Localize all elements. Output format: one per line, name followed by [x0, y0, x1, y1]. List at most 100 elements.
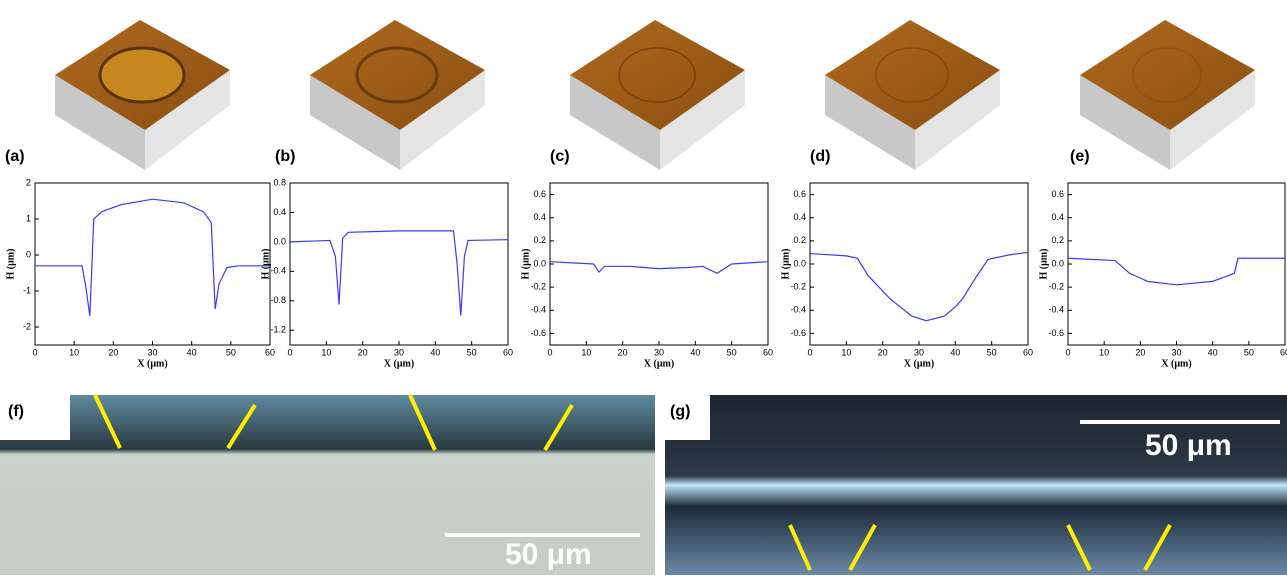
y-axis-label: H (μm) — [780, 249, 791, 280]
y-tick-label: -2 — [23, 321, 31, 331]
x-tick-label: 30 — [1171, 347, 1181, 357]
x-tick-label: 50 — [987, 347, 997, 357]
y-tick-label: 0.4 — [533, 212, 546, 222]
plot-frame — [809, 182, 1029, 346]
surface-side — [660, 70, 745, 170]
x-tick-label: 10 — [581, 347, 591, 357]
y-tick-label: -0.4 — [270, 266, 286, 276]
panel-label: (e) — [1070, 148, 1090, 165]
x-axis-label: X (μm) — [137, 358, 167, 369]
y-tick-label: -1 — [23, 285, 31, 295]
y-tick-label: -0.4 — [530, 305, 546, 315]
y-tick-label: 0.6 — [793, 189, 806, 199]
crater — [355, 46, 439, 104]
x-tick-label: 30 — [914, 347, 924, 357]
micrograph-g — [665, 395, 1287, 575]
x-tick-label: 50 — [467, 347, 477, 357]
x-tick-label: 30 — [394, 347, 404, 357]
surface-top — [570, 20, 745, 130]
y-axis-label: H (μm) — [1038, 249, 1049, 280]
x-tick-label: 50 — [226, 347, 236, 357]
x-tick-label: 20 — [108, 347, 118, 357]
x-tick-label: 0 — [32, 347, 37, 357]
y-tick-label: -0.2 — [1048, 282, 1064, 292]
y-tick-label: 1 — [26, 213, 31, 223]
scale-label: 50 μm — [505, 538, 592, 571]
label-box — [0, 395, 70, 440]
x-tick-label: 30 — [147, 347, 157, 357]
x-tick-label: 60 — [265, 347, 275, 357]
plot-frame — [34, 182, 271, 346]
surface-side — [400, 70, 485, 170]
y-tick-label: 2 — [26, 177, 31, 187]
x-axis-label: X (μm) — [1161, 358, 1191, 369]
panel-label: (f) — [8, 403, 24, 420]
surface-side — [145, 70, 230, 170]
panel-label: (c) — [550, 148, 570, 165]
profile-line — [1067, 257, 1285, 286]
x-tick-label: 40 — [430, 347, 440, 357]
crater — [875, 47, 949, 103]
x-axis-label: X (μm) — [384, 358, 414, 369]
x-tick-label: 20 — [878, 347, 888, 357]
y-tick-label: -0.8 — [270, 295, 286, 305]
surface-top — [1080, 20, 1255, 130]
surface-renders — [55, 20, 1255, 170]
surface-side — [1170, 70, 1255, 170]
y-tick-label: 0.8 — [273, 177, 286, 187]
x-tick-label: 40 — [690, 347, 700, 357]
x-tick-label: 0 — [807, 347, 812, 357]
surface-side — [825, 75, 915, 170]
y-axis-label: H (μm) — [520, 249, 531, 280]
x-tick-label: 10 — [1099, 347, 1109, 357]
y-tick-label: -0.2 — [790, 282, 806, 292]
y-tick-label: -0.6 — [1048, 328, 1064, 338]
y-axis-label: H (μm) — [260, 249, 271, 280]
profile-line — [809, 251, 1029, 322]
label-box — [665, 395, 710, 440]
y-tick-label: -0.6 — [530, 328, 546, 338]
crater — [1132, 47, 1202, 103]
x-tick-label: 0 — [1065, 347, 1070, 357]
surface-side — [1080, 75, 1170, 170]
x-tick-label: 20 — [1135, 347, 1145, 357]
y-tick-label: -0.4 — [1048, 305, 1064, 315]
y-tick-label: 0.4 — [793, 212, 806, 222]
y-tick-label: 0.4 — [273, 207, 286, 217]
x-tick-label: 40 — [1208, 347, 1218, 357]
plot-frame — [1067, 182, 1286, 346]
y-tick-label: 0.0 — [273, 236, 286, 246]
arrows — [93, 394, 1172, 571]
plot-frame — [289, 182, 509, 346]
x-tick-label: 60 — [503, 347, 513, 357]
x-tick-label: 20 — [358, 347, 368, 357]
crater — [618, 47, 696, 103]
x-axis-label: X (μm) — [904, 358, 934, 369]
panel-label: (d) — [810, 148, 830, 165]
x-tick-label: 40 — [187, 347, 197, 357]
y-axis-label: H (μm) — [5, 249, 16, 280]
x-tick-label: 0 — [547, 347, 552, 357]
x-tick-label: 10 — [69, 347, 79, 357]
surface-top — [310, 20, 485, 130]
x-tick-label: 40 — [950, 347, 960, 357]
x-tick-label: 30 — [654, 347, 664, 357]
panel-label: (a) — [5, 148, 25, 165]
x-tick-label: 60 — [1280, 347, 1287, 357]
surface-side — [570, 75, 660, 170]
y-tick-label: 0.6 — [1051, 189, 1064, 199]
x-tick-label: 10 — [321, 347, 331, 357]
x-tick-label: 60 — [1023, 347, 1033, 357]
scale-label: 50 μm — [1145, 429, 1232, 462]
y-tick-label: -0.2 — [530, 282, 546, 292]
y-tick-label: -0.6 — [790, 328, 806, 338]
y-tick-label: 0 — [26, 249, 31, 259]
y-tick-label: 0.2 — [793, 235, 806, 245]
y-tick-label: -1.2 — [270, 325, 286, 335]
x-tick-label: 0 — [287, 347, 292, 357]
profile-line — [289, 230, 509, 316]
y-tick-label: 0.0 — [793, 258, 806, 268]
y-tick-label: 0.0 — [533, 258, 546, 268]
x-axis-label: X (μm) — [644, 358, 674, 369]
